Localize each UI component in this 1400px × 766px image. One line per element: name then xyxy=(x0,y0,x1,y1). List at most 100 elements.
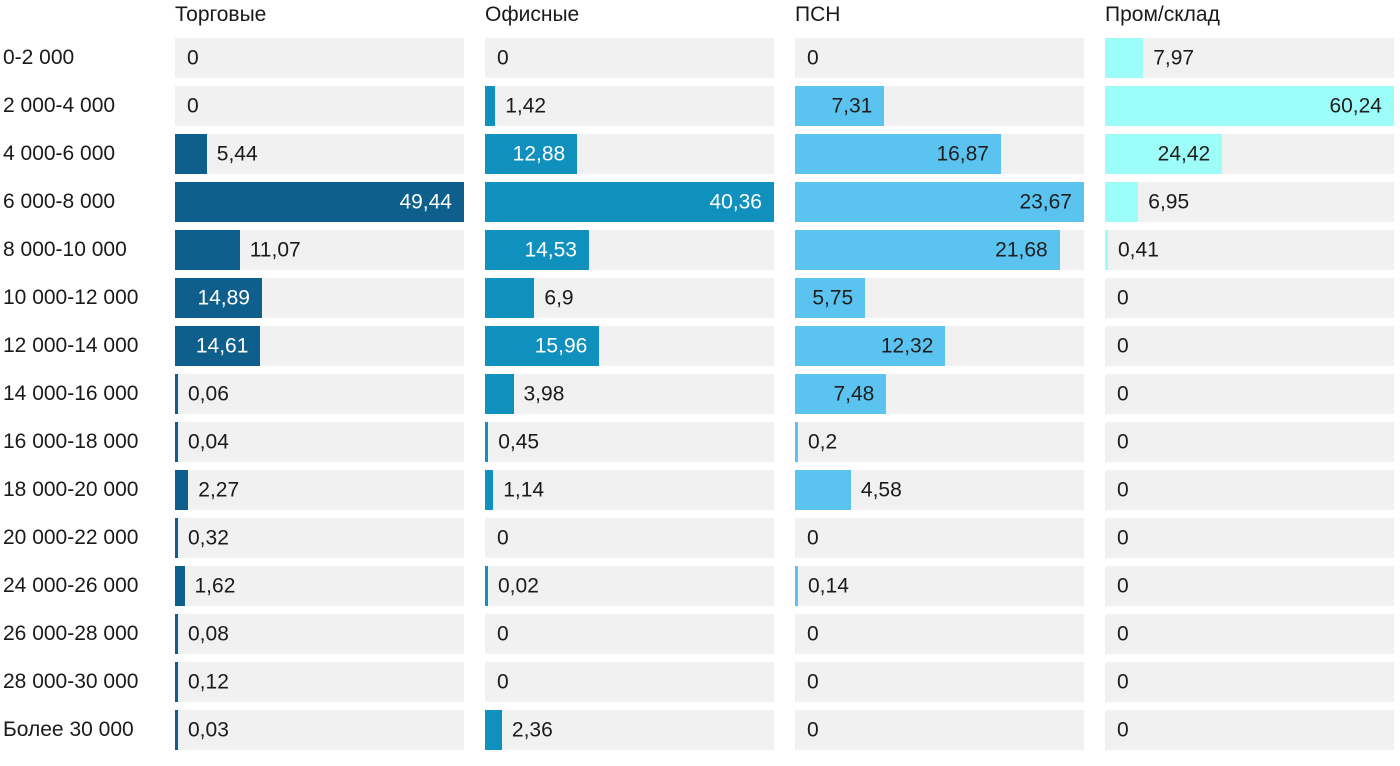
row-label: 4 000-6 000 xyxy=(3,142,116,165)
bar-cell: 14,53 xyxy=(485,230,774,270)
row-label: 18 000-20 000 xyxy=(3,478,139,501)
row-label: 14 000-16 000 xyxy=(3,382,139,405)
bar xyxy=(175,470,189,510)
bar xyxy=(175,710,178,750)
table-row: 14 000-16 000 0,06 3,98 7,48 0 xyxy=(0,374,1400,414)
bar-value: 3,98 xyxy=(523,382,565,406)
bar xyxy=(795,230,1060,270)
bar-cell: 0 xyxy=(1105,326,1394,366)
bar-cell: 0 xyxy=(485,518,774,558)
table-row: 26 000-28 000 0,08 0 0 0 xyxy=(0,614,1400,654)
bar-value: 14,61 xyxy=(195,334,249,358)
bar-cell: 7,48 xyxy=(795,374,1084,414)
table-row: 20 000-22 000 0,32 0 0 0 xyxy=(0,518,1400,558)
bar-cell: 0 xyxy=(485,38,774,78)
bar xyxy=(1105,182,1139,222)
bar-value: 5,44 xyxy=(216,142,258,166)
row-label: 16 000-18 000 xyxy=(3,430,139,453)
bar-value: 2,36 xyxy=(511,718,553,742)
bar xyxy=(795,182,1084,222)
row-label: 28 000-30 000 xyxy=(3,670,139,693)
bar-cell: 0 xyxy=(485,614,774,654)
bar-value: 21,68 xyxy=(995,238,1048,262)
bar-cell: 1,62 xyxy=(175,566,464,606)
bar-cell: 0 xyxy=(175,38,464,78)
bar-value: 0 xyxy=(1117,334,1129,358)
bar-value: 0 xyxy=(807,718,819,742)
column-header: Торговые xyxy=(175,3,267,26)
bar-cell: 12,32 xyxy=(795,326,1084,366)
bar-value: 0 xyxy=(1117,670,1129,694)
bar-value: 15,96 xyxy=(534,334,588,358)
bar-value: 7,97 xyxy=(1153,46,1195,70)
bar xyxy=(485,86,496,126)
bar-cell: 1,42 xyxy=(485,86,774,126)
bar xyxy=(485,374,514,414)
bar xyxy=(485,566,488,606)
bar-cell: 0 xyxy=(1105,422,1394,462)
bar xyxy=(485,422,489,462)
bar-value: 23,67 xyxy=(1019,190,1072,214)
bar xyxy=(175,518,178,558)
bar-cell: 0 xyxy=(795,38,1084,78)
column-header: ПСН xyxy=(795,3,841,26)
bar-value: 0,14 xyxy=(808,574,849,598)
bar-value: 1,62 xyxy=(194,574,236,598)
bar-cell: 0 xyxy=(1105,278,1394,318)
bar xyxy=(795,374,887,414)
bar xyxy=(175,614,178,654)
bar-value: 40,36 xyxy=(709,190,762,214)
row-label: 10 000-12 000 xyxy=(3,286,139,309)
row-label: Более 30 000 xyxy=(3,718,134,741)
bar xyxy=(485,182,774,222)
bar-value: 0 xyxy=(1117,574,1129,598)
bar-value: 0,45 xyxy=(498,430,540,454)
bar xyxy=(795,86,885,126)
table-row: 18 000-20 000 2,27 1,14 4,58 0 xyxy=(0,470,1400,510)
bar-cell: 0 xyxy=(795,710,1084,750)
bar-cell: 60,24 xyxy=(1105,86,1394,126)
bar-cell: 2,27 xyxy=(175,470,464,510)
bar-cell: 0,14 xyxy=(795,566,1084,606)
bar xyxy=(175,566,185,606)
bar-cell: 14,61 xyxy=(175,326,464,366)
bar-cell: 49,44 xyxy=(175,182,464,222)
bar-cell: 7,31 xyxy=(795,86,1084,126)
bar-value: 0 xyxy=(807,670,819,694)
bar-value: 0,08 xyxy=(188,622,229,646)
bar-table-chart: Торговые Офисные ПСН Пром/склад 0-2 000 0 0 0 7… xyxy=(0,2,1400,750)
table-row: 2 000-4 000 0 1,42 7,31 60,24 xyxy=(0,86,1400,126)
table-row: 6 000-8 000 49,44 40,36 23,67 6,95 xyxy=(0,182,1400,222)
bar xyxy=(485,230,589,270)
bar-value: 0 xyxy=(807,622,819,646)
bar-cell: 0 xyxy=(795,518,1084,558)
bar-cell: 0 xyxy=(175,86,464,126)
bar-cell: 0,06 xyxy=(175,374,464,414)
bar xyxy=(795,470,851,510)
bar-cell: 6,9 xyxy=(485,278,774,318)
bar-cell: 24,42 xyxy=(1105,134,1394,174)
bar-value: 0,32 xyxy=(188,526,229,550)
bar xyxy=(175,662,178,702)
bar-value: 0,03 xyxy=(188,718,229,742)
column-header: Офисные xyxy=(485,3,580,26)
column-headers: Торговые Офисные ПСН Пром/склад xyxy=(0,2,1400,38)
bar-cell: 16,87 xyxy=(795,134,1084,174)
bar-value: 5,75 xyxy=(812,286,854,310)
bar-value: 0,41 xyxy=(1118,238,1159,262)
bar-value: 16,87 xyxy=(936,142,989,166)
bar-cell: 2,36 xyxy=(485,710,774,750)
bar-value: 24,42 xyxy=(1157,142,1211,166)
bar-value: 60,24 xyxy=(1329,94,1382,118)
bar-value: 0 xyxy=(497,526,509,550)
bar xyxy=(1105,86,1394,126)
bar-cell: 0 xyxy=(1105,710,1394,750)
bar-value: 0,12 xyxy=(188,670,229,694)
bar-cell: 0 xyxy=(1105,470,1394,510)
row-label: 20 000-22 000 xyxy=(3,526,139,549)
bar-value: 6,95 xyxy=(1148,190,1190,214)
bar-value: 0 xyxy=(1117,382,1129,406)
bar-value: 4,58 xyxy=(860,478,902,502)
bar xyxy=(175,326,261,366)
bar xyxy=(795,326,946,366)
